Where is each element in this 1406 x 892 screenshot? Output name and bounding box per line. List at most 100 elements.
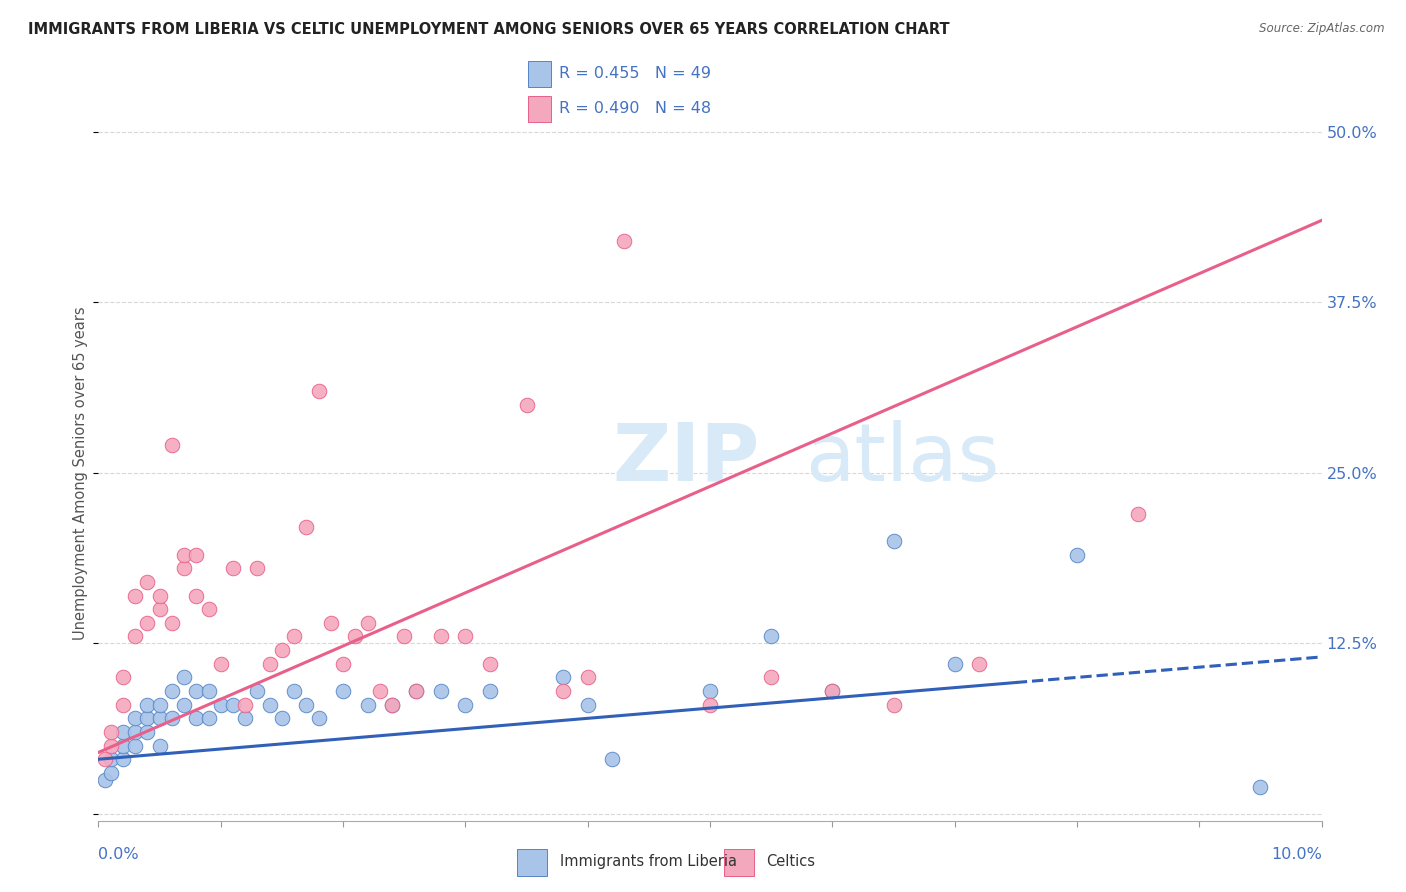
Point — [1249, 780, 1271, 794]
Point — [136, 615, 159, 630]
Point — [259, 657, 281, 671]
Point — [883, 533, 905, 548]
Point — [93, 752, 115, 766]
Point — [124, 630, 146, 644]
Text: R = 0.490   N = 48: R = 0.490 N = 48 — [560, 102, 711, 116]
Text: 0.0%: 0.0% — [98, 847, 139, 862]
Point — [149, 602, 172, 616]
Point — [368, 684, 391, 698]
Point — [160, 684, 183, 698]
Point — [124, 711, 146, 725]
Point — [430, 684, 453, 698]
Point — [454, 698, 477, 712]
Point — [111, 725, 134, 739]
Point — [149, 589, 172, 603]
Text: atlas: atlas — [806, 420, 1000, 498]
Point — [699, 698, 721, 712]
Point — [516, 398, 538, 412]
Point — [160, 615, 183, 630]
Point — [160, 711, 183, 725]
Point — [454, 630, 477, 644]
Point — [821, 684, 844, 698]
Point — [136, 725, 159, 739]
FancyBboxPatch shape — [724, 849, 754, 876]
Point — [186, 589, 208, 603]
Point — [111, 698, 134, 712]
Point — [295, 698, 318, 712]
Point — [100, 739, 122, 753]
Point — [576, 698, 599, 712]
Point — [405, 684, 427, 698]
Point — [319, 615, 342, 630]
Point — [124, 725, 146, 739]
Text: 10.0%: 10.0% — [1271, 847, 1322, 862]
Text: IMMIGRANTS FROM LIBERIA VS CELTIC UNEMPLOYMENT AMONG SENIORS OVER 65 YEARS CORRE: IMMIGRANTS FROM LIBERIA VS CELTIC UNEMPL… — [28, 22, 949, 37]
Point — [308, 384, 330, 398]
Point — [160, 438, 183, 452]
FancyBboxPatch shape — [529, 96, 551, 122]
Point — [478, 657, 501, 671]
Y-axis label: Unemployment Among Seniors over 65 years: Unemployment Among Seniors over 65 years — [73, 306, 87, 640]
Point — [576, 670, 599, 684]
Point — [392, 630, 416, 644]
Point — [197, 684, 219, 698]
Point — [332, 684, 354, 698]
Point — [149, 711, 172, 725]
Point — [356, 615, 378, 630]
Point — [209, 698, 232, 712]
Point — [381, 698, 404, 712]
Point — [883, 698, 905, 712]
Point — [967, 657, 990, 671]
Point — [186, 711, 208, 725]
Point — [149, 698, 172, 712]
Point — [100, 725, 122, 739]
Point — [759, 670, 782, 684]
Point — [186, 684, 208, 698]
Point — [111, 752, 134, 766]
Point — [553, 684, 575, 698]
Point — [124, 739, 146, 753]
Point — [308, 711, 330, 725]
Point — [943, 657, 966, 671]
FancyBboxPatch shape — [529, 62, 551, 87]
Text: R = 0.455   N = 49: R = 0.455 N = 49 — [560, 67, 711, 81]
Text: ZIP: ZIP — [612, 420, 759, 498]
Text: Celtics: Celtics — [766, 855, 815, 869]
Point — [149, 739, 172, 753]
Point — [197, 711, 219, 725]
Point — [259, 698, 281, 712]
Point — [332, 657, 354, 671]
Point — [283, 684, 305, 698]
Point — [344, 630, 367, 644]
Point — [173, 561, 195, 575]
Point — [233, 711, 256, 725]
Point — [553, 670, 575, 684]
Point — [821, 684, 844, 698]
Point — [1066, 548, 1088, 562]
Point — [270, 711, 292, 725]
Point — [270, 643, 292, 657]
Point — [283, 630, 305, 644]
Point — [124, 589, 146, 603]
Point — [136, 698, 159, 712]
Point — [186, 548, 208, 562]
Point — [111, 670, 134, 684]
Text: Source: ZipAtlas.com: Source: ZipAtlas.com — [1260, 22, 1385, 36]
Point — [100, 765, 122, 780]
Point — [699, 684, 721, 698]
Point — [93, 772, 115, 787]
Text: Immigrants from Liberia: Immigrants from Liberia — [560, 855, 737, 869]
Point — [136, 574, 159, 589]
Point — [222, 698, 245, 712]
Point — [173, 698, 195, 712]
FancyBboxPatch shape — [517, 849, 547, 876]
Point — [478, 684, 501, 698]
Point — [136, 711, 159, 725]
Point — [209, 657, 232, 671]
Point — [600, 752, 623, 766]
Point — [222, 561, 245, 575]
Point — [1128, 507, 1150, 521]
Point — [173, 670, 195, 684]
Point — [197, 602, 219, 616]
Point — [613, 234, 636, 248]
